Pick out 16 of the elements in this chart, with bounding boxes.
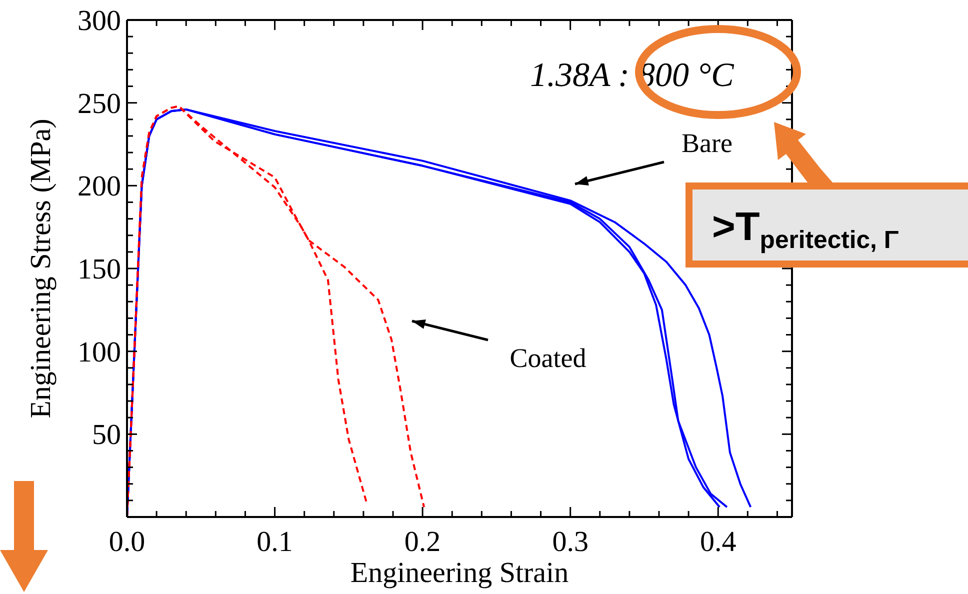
x-tick-label: 0.3 — [552, 526, 588, 558]
y-tick-label: 150 — [78, 254, 121, 286]
x-axis-title: Engineering Strain — [350, 557, 570, 589]
y-tick-label: 300 — [78, 5, 121, 37]
annotation: Coated — [510, 343, 587, 373]
y-tick-label: 100 — [78, 336, 121, 368]
annotation: >T$_{peritectic, Γ}$ — [712, 205, 899, 254]
x-tick-label: 0.1 — [256, 526, 293, 558]
x-tick-label: 0.0 — [108, 526, 146, 558]
y-tick-label: 50 — [92, 419, 121, 452]
y-tick-label: 200 — [78, 170, 121, 203]
x-tick-label: 0.2 — [404, 526, 441, 558]
y-axis-title: Engineering Stress (MPa) — [25, 118, 57, 418]
y-tick-label: 250 — [78, 88, 121, 120]
annotation: Bare — [682, 128, 732, 158]
x-tick-label: 0.4 — [700, 526, 737, 558]
